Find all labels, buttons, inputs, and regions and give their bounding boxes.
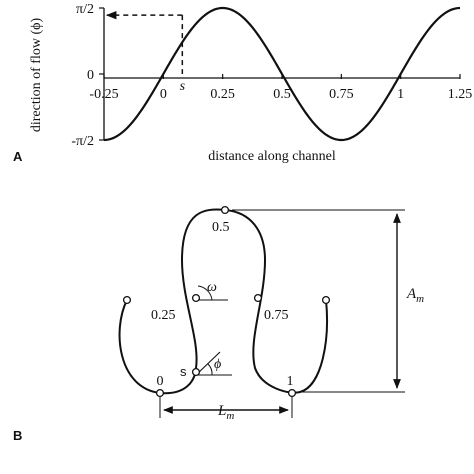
node-s (191, 367, 201, 377)
annotation-label-s: s (180, 79, 186, 94)
label-0-75: 0.75 (264, 308, 289, 323)
x-tick-label: 0.75 (329, 87, 354, 102)
node-0-75 (253, 293, 263, 303)
x-tick-label: -0.25 (89, 87, 118, 102)
omega-arc (197, 285, 213, 301)
panel-b-meander-diagram: ω ϕ Am Lm 0 s 0.25 0.5 0.75 1 B (13, 205, 424, 443)
label-1: 1 (287, 374, 294, 389)
x-tick-label: 1 (397, 87, 404, 102)
channel-end-node (321, 295, 331, 305)
phi-label: ϕ (214, 357, 221, 372)
label-s: s (180, 364, 187, 379)
panel-label-b: B (13, 428, 22, 443)
meander-channel-path (118, 208, 328, 395)
x-tick-label: 0 (160, 87, 167, 102)
label-0-5: 0.5 (212, 220, 230, 235)
channel-start-node (122, 295, 132, 305)
label-0: 0 (157, 374, 164, 389)
amplitude-label: Am (406, 286, 424, 305)
node-0-25 (191, 293, 201, 303)
y-tick-labels: π/2 0 -π/2 (71, 2, 94, 149)
phi-arc (207, 363, 213, 376)
wavelength-label: Lm (217, 403, 234, 422)
label-0-25: 0.25 (151, 308, 176, 323)
node-0-5 (220, 205, 230, 215)
node-0 (155, 388, 165, 398)
y-axis-label: direction of flow (ϕ) (29, 18, 44, 133)
series-line-flow-direction (103, 6, 461, 142)
y-tick-label: π/2 (76, 2, 94, 17)
x-tick-label: 1.25 (448, 87, 473, 102)
omega-label: ω (207, 280, 217, 295)
x-tick-labels: -0.25 0 0.25 0.5 0.75 1 1.25 (89, 87, 472, 102)
axis-ticks (99, 7, 461, 141)
y-tick-label: -π/2 (71, 134, 94, 149)
x-tick-label: 0.25 (210, 87, 235, 102)
panel-label-a: A (13, 149, 23, 164)
node-1 (287, 388, 297, 398)
phi-tangent-line (195, 351, 221, 376)
panel-a-chart: -0.25 0 0.25 0.5 0.75 1 1.25 π/2 0 -π/2 s direct… (13, 2, 472, 164)
x-tick-label: 0.5 (273, 87, 291, 102)
x-axis-label: distance along channel (208, 149, 336, 164)
y-tick-label: 0 (87, 68, 94, 83)
